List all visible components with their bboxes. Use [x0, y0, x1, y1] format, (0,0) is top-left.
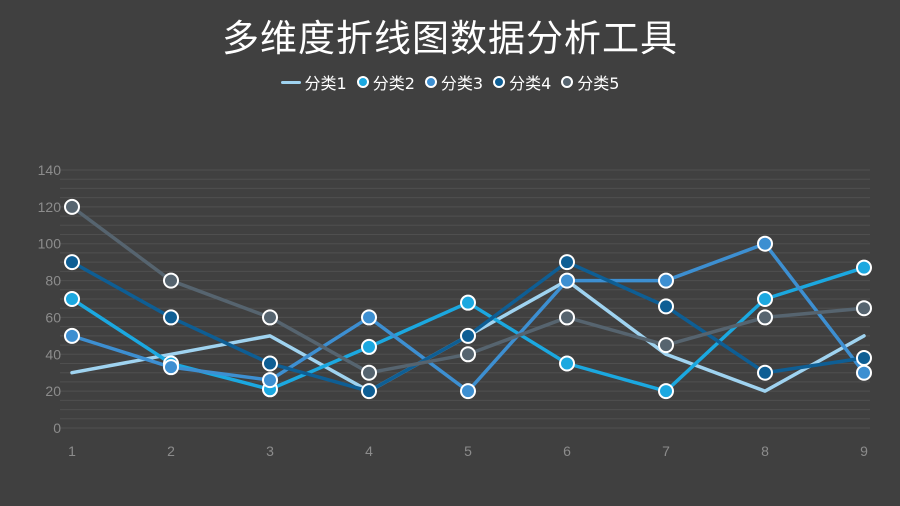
data-point-series-3	[856, 364, 872, 381]
y-tick-label: 80	[45, 273, 61, 289]
data-point-series-2	[361, 338, 377, 355]
legend-item-series-4: 分类4	[493, 70, 551, 94]
x-tick-label: 4	[365, 443, 373, 459]
data-point-series-4	[64, 254, 80, 271]
x-tick-label: 6	[563, 443, 571, 459]
legend-item-series-1: 分类1	[280, 70, 347, 94]
chart-title: 多维度折线图数据分析工具	[222, 17, 678, 60]
data-point-series-4	[856, 349, 872, 366]
legend-label: 分类1	[304, 74, 347, 93]
data-point-series-3	[757, 235, 773, 252]
data-point-series-2	[559, 355, 575, 372]
legend-dot-marker	[493, 76, 506, 88]
axis-layer: 0 20 40 60 80 100 120 140 1 2 3 4 5 6 7 8 9	[38, 162, 868, 459]
data-point-series-5	[64, 198, 80, 215]
data-point-series-4	[559, 254, 575, 271]
series-markers	[64, 198, 872, 400]
data-point-series-4	[361, 383, 377, 400]
data-point-series-3	[361, 309, 377, 326]
data-point-series-5	[559, 309, 575, 326]
y-tick-label: 60	[45, 309, 61, 325]
legend-label: 分类5	[577, 74, 620, 93]
legend-line-marker	[280, 80, 301, 84]
data-point-series-3	[262, 372, 278, 389]
data-point-series-5	[262, 309, 278, 326]
data-point-series-2	[460, 294, 476, 311]
legend-item-series-2: 分类2	[356, 70, 415, 94]
x-tick-label: 3	[266, 443, 274, 459]
x-tick-label: 9	[860, 443, 868, 459]
legend-label: 分类2	[372, 74, 415, 93]
y-tick-label: 120	[38, 199, 62, 215]
data-point-series-4	[460, 327, 476, 344]
data-point-series-2	[64, 291, 80, 307]
data-point-series-5	[856, 300, 872, 317]
x-tick-label: 7	[662, 443, 670, 459]
x-tick-label: 1	[68, 443, 76, 459]
data-point-series-3	[658, 272, 674, 289]
legend-item-series-3: 分类3	[424, 70, 484, 94]
legend-label: 分类4	[509, 74, 552, 93]
data-point-series-3	[559, 272, 575, 289]
y-tick-label: 100	[38, 236, 62, 252]
legend-dot-marker	[424, 76, 437, 88]
data-point-series-3	[460, 383, 476, 400]
data-point-series-5	[163, 272, 179, 289]
legend-item-series-5: 分类5	[561, 70, 619, 94]
legend-dot-marker	[561, 76, 574, 88]
data-point-series-3	[64, 327, 80, 344]
data-point-series-2	[856, 259, 872, 276]
data-point-series-4	[757, 364, 773, 381]
data-point-series-2	[757, 291, 773, 307]
y-tick-label: 20	[45, 383, 61, 399]
x-tick-label: 2	[167, 443, 175, 459]
legend: 分类1 分类2 分类3 分类4 分类5	[0, 70, 900, 94]
data-point-series-5	[460, 346, 476, 363]
data-point-series-4	[262, 355, 278, 372]
data-point-series-2	[658, 383, 674, 400]
data-point-series-5	[658, 337, 674, 354]
legend-dot-marker	[356, 76, 369, 88]
y-tick-label: 140	[38, 162, 62, 178]
x-tick-label: 5	[464, 443, 472, 459]
x-tick-label: 8	[761, 443, 769, 459]
legend-label: 分类3	[440, 74, 484, 93]
data-point-series-4	[658, 298, 674, 315]
y-tick-label: 0	[53, 420, 61, 436]
data-point-series-5	[361, 364, 377, 381]
data-point-series-4	[163, 309, 179, 326]
data-point-series-3	[163, 359, 179, 376]
y-tick-label: 40	[45, 346, 61, 362]
data-point-series-5	[757, 309, 773, 326]
